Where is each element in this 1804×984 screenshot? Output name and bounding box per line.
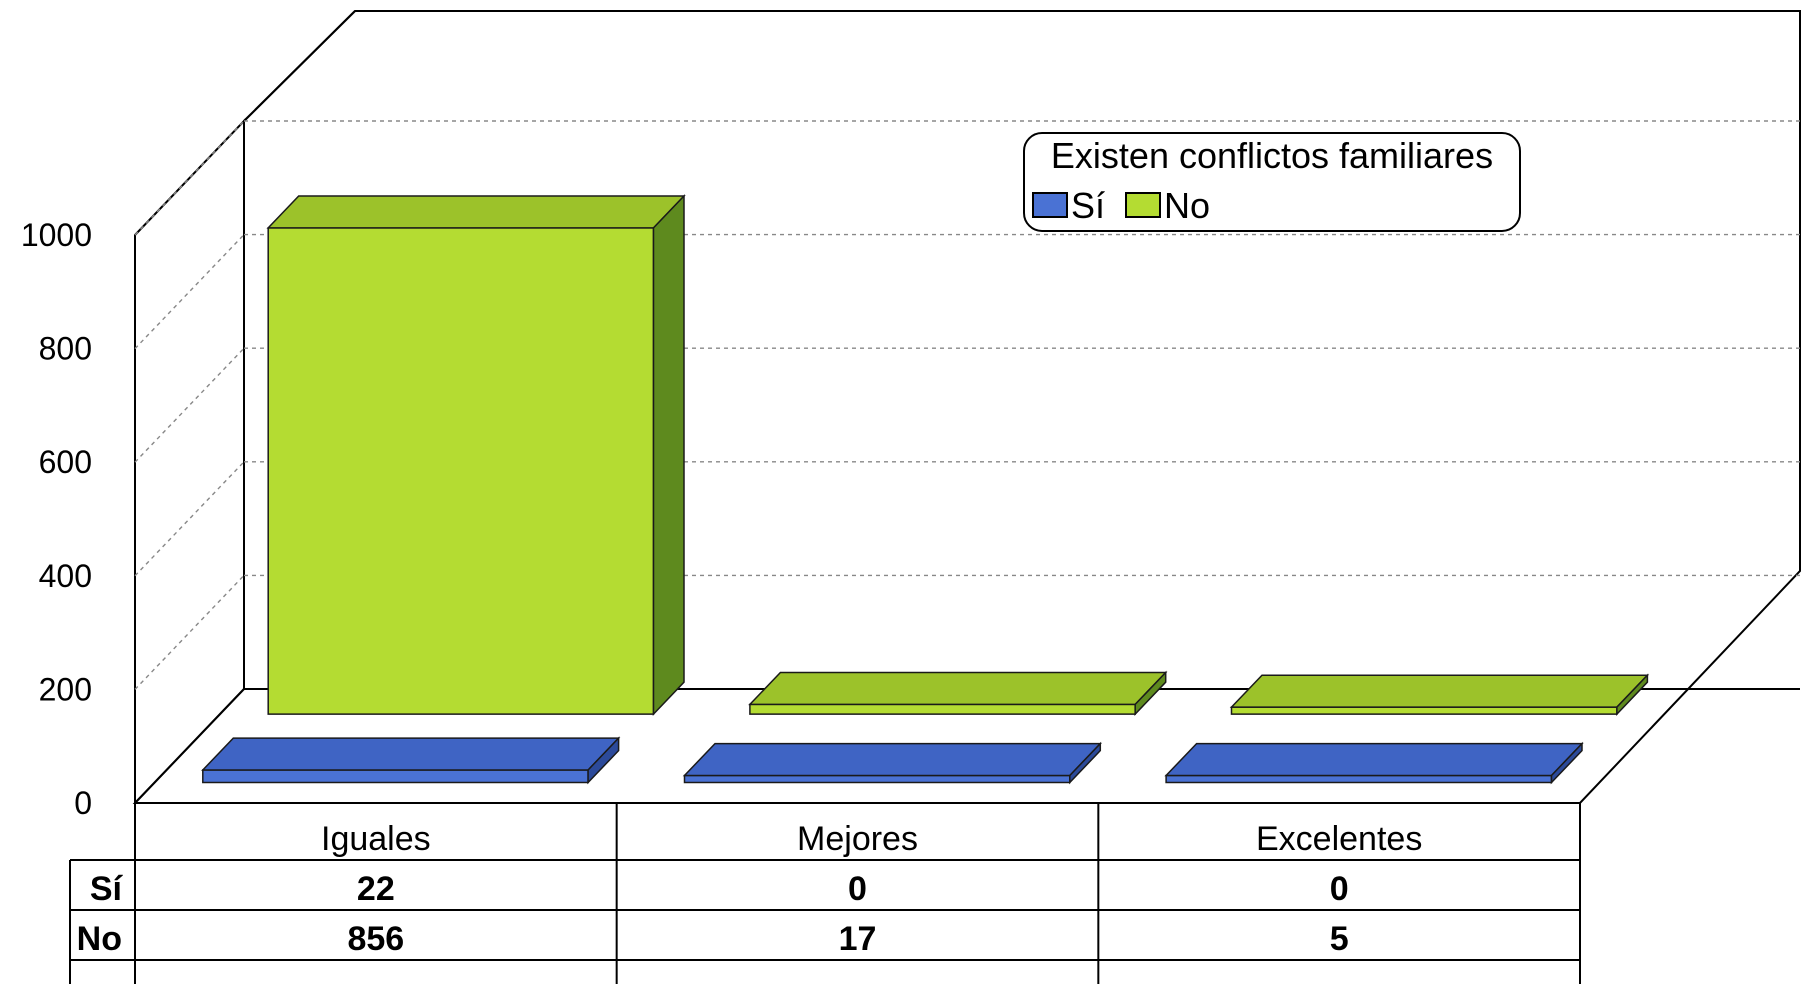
legend: Existen conflictos familiares Sí No	[1023, 132, 1521, 232]
bar-top-face	[1164, 742, 1584, 777]
side-wall	[134, 118, 245, 806]
bar-side-face	[1069, 741, 1102, 785]
bar-top-face	[201, 737, 621, 771]
table-row-label: Sí	[90, 870, 124, 908]
gridline-side	[134, 120, 245, 236]
table-cell: 22	[357, 870, 395, 908]
bar-front-face	[1230, 706, 1618, 715]
legend-swatch	[1125, 192, 1161, 218]
y-tick-label: 400	[39, 558, 92, 594]
bar-top-face	[266, 195, 686, 229]
y-tick-label: 1000	[21, 217, 92, 253]
bar-front-face	[683, 774, 1071, 784]
table-cell: 0	[1330, 870, 1349, 908]
table-cell: 17	[839, 920, 877, 958]
data-table: Iguales Mejores Excelentes Sí 22 0 0 No 856 17 5	[69, 802, 1581, 984]
legend-item-label: No	[1164, 185, 1210, 226]
bar-side-face	[1550, 741, 1583, 785]
bar-side-face	[1134, 670, 1167, 716]
table-row-label: No	[77, 920, 122, 958]
category-label: Excelentes	[1256, 820, 1422, 858]
y-tick-label: 200	[39, 671, 92, 707]
bar-front-face	[1165, 774, 1553, 784]
chart-bars	[201, 194, 1650, 785]
wall-top-edge	[243, 10, 356, 122]
gridline-side	[134, 347, 245, 463]
table-cell: 5	[1330, 920, 1349, 958]
bar-front-face	[749, 703, 1136, 715]
bar-top-face	[682, 742, 1103, 777]
y-tick-label: 600	[39, 444, 92, 480]
bar-front-face	[267, 227, 655, 715]
table-cell: 0	[848, 870, 867, 908]
bar-No-Excelentes	[1229, 673, 1650, 716]
gridline-side	[134, 234, 245, 350]
bar-Sí-Mejores	[682, 741, 1103, 785]
y-tick-label: 0	[74, 785, 92, 821]
bar-side-face	[652, 194, 685, 716]
y-tick-label: 800	[39, 331, 92, 367]
category-label: Mejores	[797, 820, 918, 858]
legend-item-label: Sí	[1071, 185, 1105, 226]
bar-side-face	[1616, 673, 1649, 716]
legend-title: Existen conflictos familiares	[1051, 135, 1493, 176]
bar-side-face	[587, 736, 620, 785]
legend-swatch	[1032, 192, 1068, 218]
chart-frame	[132, 10, 1801, 804]
bar-Sí-Excelentes	[1164, 741, 1584, 785]
bar-top-face	[1229, 674, 1650, 708]
gridline-side	[134, 461, 245, 577]
bar-No-Iguales	[266, 194, 686, 716]
chart-gridlines	[134, 120, 1800, 690]
table-cell: 856	[347, 920, 404, 958]
category-label: Iguales	[321, 820, 431, 858]
bar-front-face	[202, 769, 589, 784]
bar-No-Mejores	[748, 670, 1168, 716]
bar-Sí-Iguales	[201, 736, 621, 785]
y-axis-ticks: 0 200 400 600 800 1000	[21, 217, 92, 821]
gridline-side	[134, 574, 245, 690]
bar-top-face	[748, 671, 1168, 706]
